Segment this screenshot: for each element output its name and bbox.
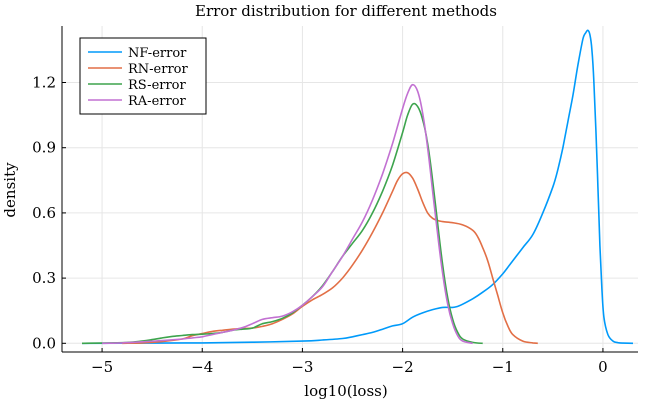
x-tick-label: −2 (392, 358, 414, 376)
series-lines (81, 29, 634, 345)
x-tick-label: −1 (492, 358, 514, 376)
x-tick-label: −5 (91, 358, 113, 376)
y-tick-label: 0.0 (32, 334, 56, 352)
x-tick-label: −3 (291, 358, 313, 376)
x-axis-label: log10(loss) (304, 382, 387, 400)
series-line-rs-error (81, 102, 483, 345)
x-tick-label: −4 (191, 358, 213, 376)
series-line-nf-error (81, 29, 634, 345)
legend-label: RN-error (128, 62, 189, 77)
axis-ticks: −5 −4 −3 −2 −1 0 0.0 0.3 0.6 0.9 1.2 (32, 26, 638, 376)
series-line-ra-error (102, 83, 473, 345)
legend-label: RS-error (128, 78, 187, 93)
y-tick-label: 0.3 (32, 269, 56, 287)
series-line-rn-error (122, 171, 538, 345)
legend-box (79, 37, 207, 115)
x-tick-label: 0 (598, 358, 608, 376)
legend-label: NF-error (128, 46, 187, 61)
legend-label: RA-error (128, 94, 187, 109)
y-axis-label: density (1, 162, 19, 218)
y-tick-label: 0.9 (32, 139, 56, 157)
y-tick-label: 1.2 (32, 74, 56, 92)
chart-title: Error distribution for different methods (195, 2, 497, 20)
y-tick-label: 0.6 (32, 204, 56, 222)
